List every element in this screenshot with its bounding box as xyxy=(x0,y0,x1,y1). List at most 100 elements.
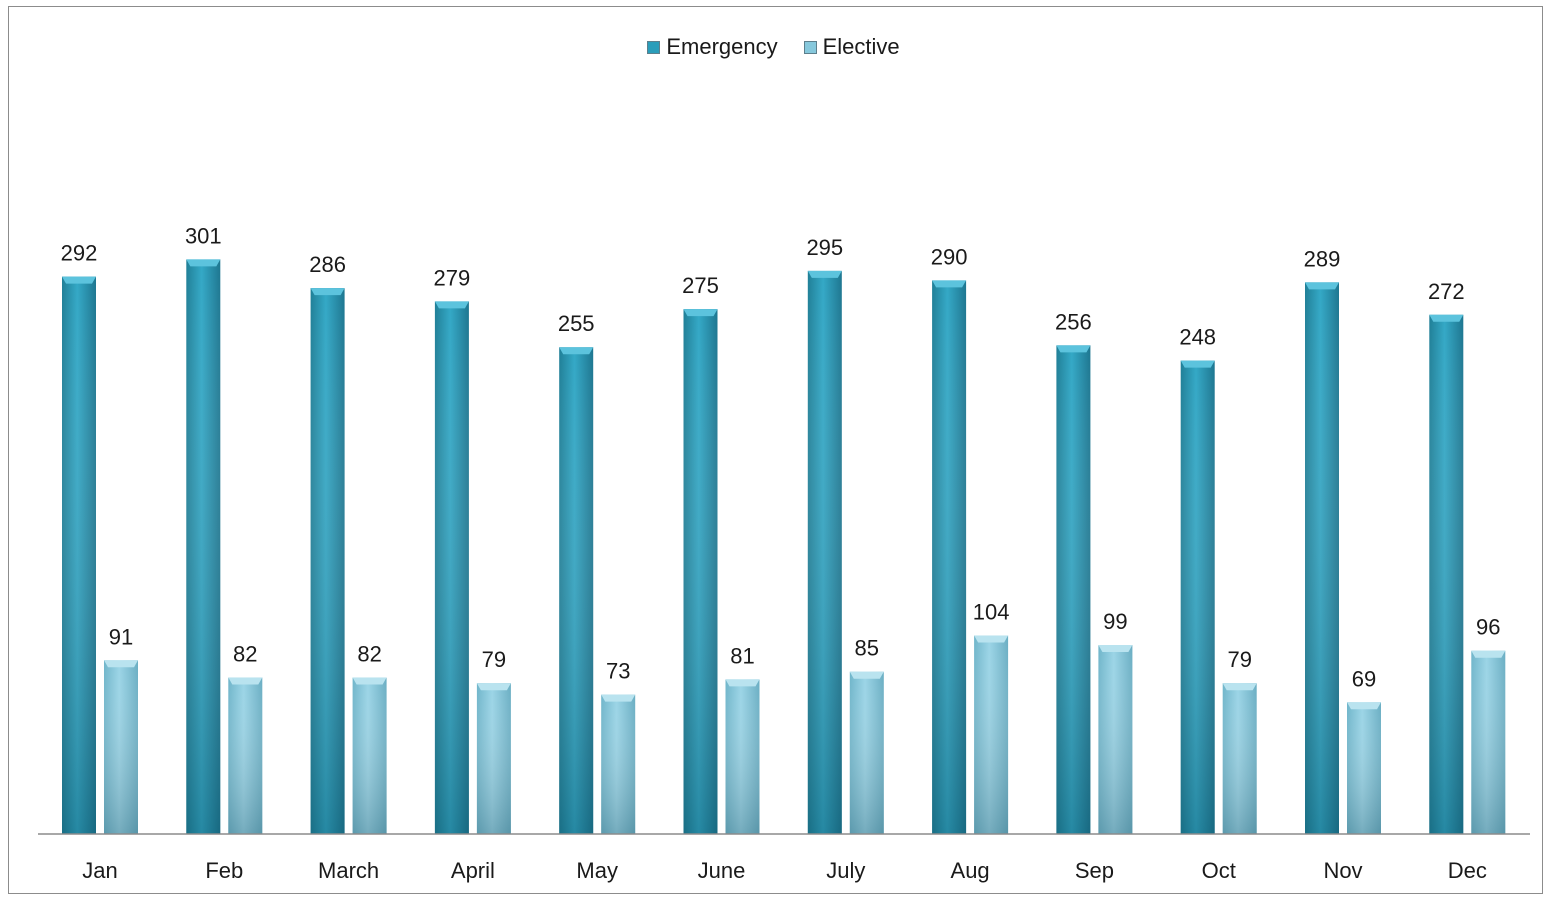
emergency-data-label-dec: 272 xyxy=(1428,279,1465,304)
emergency-bar-june-cap xyxy=(683,309,718,317)
chart-legend: Emergency Elective xyxy=(0,34,1547,60)
category-label-nov: Nov xyxy=(1323,858,1362,883)
elective-bar-nov-cap xyxy=(1347,702,1381,710)
elective-bar-jan-cap xyxy=(104,660,138,668)
emergency-bar-aug-shade xyxy=(932,280,967,834)
elective-bar-sep xyxy=(1098,645,1133,834)
elective-bar-nov xyxy=(1347,702,1381,834)
elective-bar-march-cap xyxy=(352,677,387,685)
emergency-bar-may xyxy=(559,347,594,834)
elective-bar-april-shade xyxy=(476,683,511,834)
bars-layer xyxy=(62,259,1506,835)
legend-label-elective: Elective xyxy=(822,34,900,59)
emergency-bar-aug xyxy=(932,280,967,834)
emergency-bar-july-shade xyxy=(807,270,842,834)
elective-data-label-jan: 91 xyxy=(109,624,133,649)
elective-bar-oct xyxy=(1222,683,1257,834)
emergency-data-label-jan: 292 xyxy=(61,241,98,266)
elective-bar-july-cap xyxy=(849,671,884,679)
emergency-bar-dec-shade xyxy=(1429,314,1464,834)
emergency-data-label-oct: 248 xyxy=(1179,325,1216,350)
emergency-bar-march xyxy=(310,288,345,835)
emergency-bar-may-cap xyxy=(559,347,594,355)
elective-bar-aug xyxy=(974,635,1009,834)
emergency-bar-july-cap xyxy=(807,270,842,278)
category-label-jan: Jan xyxy=(82,858,117,883)
emergency-bar-dec-cap xyxy=(1429,314,1464,322)
elective-data-label-april: 79 xyxy=(482,647,506,672)
emergency-bar-july xyxy=(807,270,842,834)
category-labels-layer: Jan Feb March April May June July Aug Sep Oct Nov D… xyxy=(82,858,1487,883)
category-label-feb: Feb xyxy=(205,858,243,883)
emergency-data-label-may: 255 xyxy=(558,311,595,336)
emergency-data-label-aug: 290 xyxy=(931,244,968,269)
emergency-bar-june xyxy=(683,309,718,834)
elective-bar-nov-shade xyxy=(1347,702,1381,834)
emergency-bar-nov-cap xyxy=(1305,282,1339,290)
category-label-july: July xyxy=(826,858,865,883)
elective-bar-feb-cap xyxy=(228,677,263,685)
emergency-bar-oct-cap xyxy=(1180,360,1215,368)
category-label-oct: Oct xyxy=(1202,858,1236,883)
emergency-bar-oct-shade xyxy=(1180,360,1215,834)
emergency-data-label-june: 275 xyxy=(682,273,719,298)
elective-data-label-aug: 104 xyxy=(973,599,1010,624)
elective-bar-feb xyxy=(228,677,263,834)
emergency-data-label-nov: 289 xyxy=(1304,246,1341,271)
emergency-bar-june-shade xyxy=(683,309,718,834)
legend-swatch-elective xyxy=(803,40,817,54)
category-label-sep: Sep xyxy=(1075,858,1114,883)
elective-bar-may-cap xyxy=(601,694,636,702)
legend-swatch-emergency xyxy=(647,40,661,54)
emergency-data-label-april: 279 xyxy=(434,265,471,290)
category-label-aug: Aug xyxy=(951,858,990,883)
emergency-bar-nov-shade xyxy=(1305,282,1339,834)
category-label-dec: Dec xyxy=(1448,858,1487,883)
emergency-bar-sep-cap xyxy=(1056,345,1091,353)
emergency-bar-march-cap xyxy=(310,288,345,296)
category-label-april: April xyxy=(451,858,495,883)
emergency-bar-april xyxy=(434,301,469,834)
emergency-data-label-march: 286 xyxy=(309,252,346,277)
elective-bar-april-cap xyxy=(476,683,511,691)
elective-data-label-july: 85 xyxy=(855,636,879,661)
category-label-june: June xyxy=(698,858,746,883)
elective-bar-oct-cap xyxy=(1222,683,1257,691)
elective-data-label-dec: 96 xyxy=(1476,615,1500,640)
elective-bar-sep-cap xyxy=(1098,645,1133,653)
emergency-bar-april-shade xyxy=(434,301,469,834)
elective-bar-june-cap xyxy=(725,679,760,687)
elective-bar-sep-shade xyxy=(1098,645,1133,834)
category-label-may: May xyxy=(576,858,618,883)
emergency-data-label-sep: 256 xyxy=(1055,309,1092,334)
elective-bar-feb-shade xyxy=(228,677,263,834)
elective-bar-jan xyxy=(104,660,138,834)
elective-bar-july-shade xyxy=(849,671,884,834)
elective-bar-oct-shade xyxy=(1222,683,1257,834)
emergency-bar-oct xyxy=(1180,360,1215,834)
emergency-data-label-july: 295 xyxy=(806,235,843,260)
elective-bar-dec xyxy=(1471,650,1506,834)
emergency-bar-jan xyxy=(62,276,96,834)
emergency-bar-march-shade xyxy=(310,288,345,835)
elective-bar-april xyxy=(476,683,511,834)
legend-item-elective: Elective xyxy=(803,34,900,60)
emergency-bar-feb xyxy=(186,259,221,834)
elective-bar-june xyxy=(725,679,760,834)
emergency-bar-feb-shade xyxy=(186,259,221,834)
emergency-bar-aug-cap xyxy=(932,280,967,288)
elective-bar-may-shade xyxy=(601,694,636,834)
emergency-bar-jan-cap xyxy=(62,276,96,284)
elective-bar-may xyxy=(601,694,636,834)
elective-bar-march xyxy=(352,677,387,834)
elective-bar-dec-shade xyxy=(1471,650,1506,834)
elective-bar-july xyxy=(849,671,884,834)
emergency-bar-nov xyxy=(1305,282,1339,834)
elective-data-label-march: 82 xyxy=(357,641,381,666)
elective-data-label-feb: 82 xyxy=(233,641,257,666)
elective-bar-march-shade xyxy=(352,677,387,834)
legend-item-emergency: Emergency xyxy=(647,34,778,60)
emergency-bar-feb-cap xyxy=(186,259,221,267)
labels-layer: 292 91 301 82 286 82 279 79 255 73 275 81 295 85 290 10… xyxy=(61,223,1501,691)
